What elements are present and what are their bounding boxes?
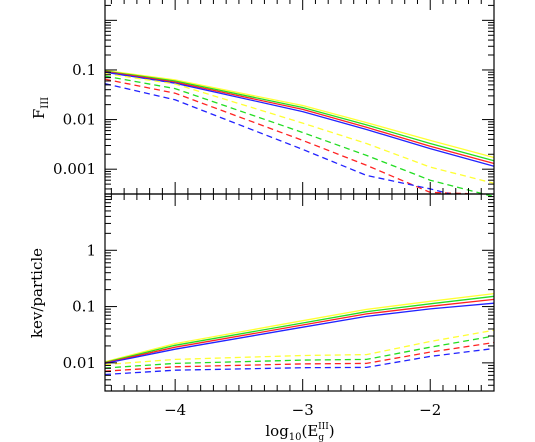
top-series-line-dashed-7 [104, 82, 450, 195]
bottom-y-tick-label: 0.01 [63, 354, 96, 372]
x-axis-label-sub2: g [318, 433, 324, 442]
x-tick-labels: −4 −3 −2 [164, 401, 441, 419]
top-panel: 0.1 0.01 0.001 FIII [30, 0, 495, 198]
x-tick-label: −3 [292, 401, 314, 419]
x-axis-label-sub: 10 [289, 432, 302, 442]
top-y-axis-label-main: F [30, 109, 48, 119]
top-ticks [105, 0, 495, 194]
bottom-series-group [104, 292, 495, 376]
top-y-tick-labels: 0.1 0.01 0.001 [53, 61, 96, 178]
bottom-frame [104, 193, 495, 392]
top-y-tick-label: 0.01 [63, 111, 96, 129]
x-axis-label: log10(EgIII) [265, 422, 334, 442]
top-y-tick-label: 0.1 [72, 61, 96, 79]
bottom-ticks [105, 193, 495, 391]
top-series-line-solid-3 [104, 71, 495, 167]
bottom-series-line-solid-2 [104, 298, 495, 364]
x-tick-label: −4 [164, 401, 186, 419]
bottom-series-line-dashed-7 [104, 347, 495, 376]
bottom-series-line-dashed-4 [104, 329, 495, 366]
x-axis-label-paren-open: (E [302, 422, 319, 440]
top-series-line-solid-1 [104, 70, 495, 162]
top-y-tick-label: 0.001 [53, 160, 96, 178]
bottom-series-line-solid-3 [104, 302, 495, 365]
x-axis-label-sup2: III [318, 422, 329, 432]
top-series-line-solid-2 [104, 70, 495, 165]
bottom-y-tick-label: 1 [86, 241, 96, 259]
top-y-axis-label-sub: III [40, 97, 51, 109]
top-frame [104, 0, 495, 195]
bottom-series-line-solid-0 [104, 292, 495, 363]
top-series-line-dashed-4 [104, 72, 495, 184]
bottom-series-line-solid-1 [104, 295, 495, 364]
x-axis-label-paren-close: ) [329, 422, 335, 440]
top-series-line-dashed-6 [104, 78, 469, 195]
top-series-line-solid-0 [104, 69, 495, 159]
bottom-y-axis-label: kev/particle [28, 248, 46, 338]
x-tick-label: −2 [419, 401, 441, 419]
bottom-y-tick-label: 0.1 [72, 298, 96, 316]
bottom-panel: 1 0.1 0.01 −4 −3 −2 kev/particle log10(EgIII… [28, 193, 495, 442]
top-y-axis-label: FIII [30, 97, 51, 119]
bottom-y-tick-labels: 1 0.1 0.01 [63, 241, 96, 372]
top-series-line-dashed-5 [104, 75, 495, 198]
x-axis-label-main: log [265, 422, 289, 440]
top-series-group [104, 69, 495, 198]
